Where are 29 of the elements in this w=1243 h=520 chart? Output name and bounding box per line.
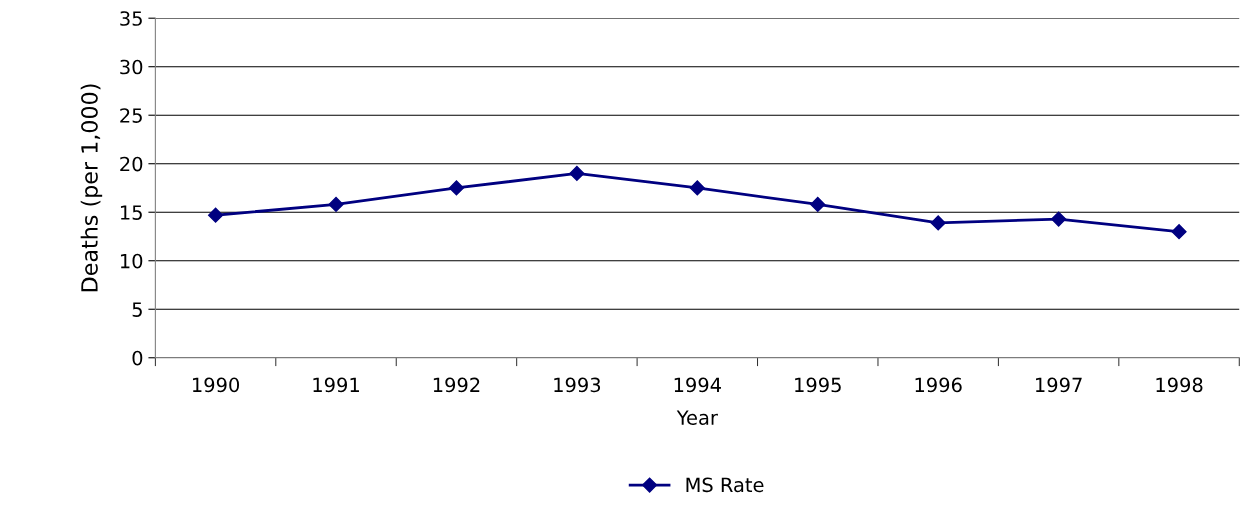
x-tick-label: 1995	[795, 377, 841, 393]
y-tick-label: 25	[120, 108, 142, 123]
point	[328, 196, 344, 213]
x-tick-label: 1998	[1156, 377, 1203, 393]
x-tick-label: 1994	[674, 377, 721, 393]
y-tick-label: 20	[120, 156, 143, 172]
legend-label: MS Rate	[686, 477, 764, 493]
point	[810, 196, 826, 213]
y-tick-label: 5	[132, 302, 142, 317]
point	[208, 207, 224, 223]
point	[930, 215, 946, 231]
y-tick-label: 15	[120, 205, 142, 220]
y-tick-label: 35	[120, 11, 142, 26]
y-tick-label: 30	[120, 59, 143, 75]
point	[569, 165, 585, 181]
x-tick-label: 1997	[1036, 377, 1082, 393]
y-tick-label: 0	[132, 350, 143, 366]
x-tick-label: 1990	[192, 377, 240, 393]
x-tick-label: 1992	[433, 377, 480, 393]
x-axis-title: Year	[676, 410, 718, 425]
point	[448, 180, 465, 196]
y-axis-title: Deaths (per 1,000)	[80, 84, 103, 292]
x-tick-label: 1996	[915, 377, 962, 393]
point	[689, 180, 705, 196]
y-tick-label: 10	[120, 253, 143, 269]
point	[1051, 211, 1067, 227]
x-tick-label: 1993	[554, 377, 601, 393]
point	[1171, 224, 1187, 240]
x-tick-label: 1991	[313, 377, 359, 393]
